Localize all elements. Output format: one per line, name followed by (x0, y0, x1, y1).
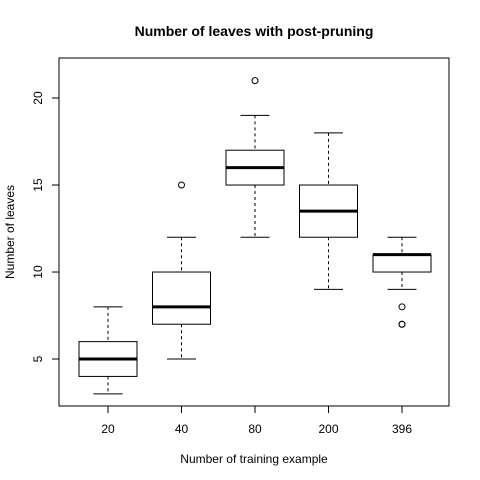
plot-frame (58, 57, 450, 407)
x-tick-label: 20 (101, 422, 115, 436)
chart-title: Number of leaves with post-pruning (135, 23, 374, 39)
y-tick-label: 15 (31, 178, 45, 192)
boxes-group (78, 77, 432, 395)
x-axis-label: Number of training example (180, 452, 328, 466)
outlier-point (178, 181, 185, 189)
y-tick-label: 20 (31, 91, 45, 105)
outlier-point (398, 320, 406, 328)
box-20 (78, 306, 138, 395)
box-iqr (152, 271, 211, 325)
x-tick-label: 200 (318, 422, 338, 436)
y-tick-label: 10 (31, 265, 45, 279)
x-axis: 20 40 80 200 396 (101, 406, 412, 436)
x-tick-label: 80 (248, 422, 262, 436)
outlier-point (251, 77, 259, 85)
box-200 (299, 132, 358, 290)
y-tick-label: 5 (31, 355, 45, 362)
box-80 (225, 77, 285, 238)
x-tick-label: 396 (392, 422, 412, 436)
box-iqr (372, 254, 432, 273)
box-396 (372, 236, 432, 328)
box-40 (152, 181, 211, 360)
outlier-point (398, 303, 406, 311)
y-axis: 5 10 15 20 (31, 91, 59, 362)
y-axis-label: Number of leaves (3, 185, 17, 279)
x-tick-label: 40 (175, 422, 189, 436)
